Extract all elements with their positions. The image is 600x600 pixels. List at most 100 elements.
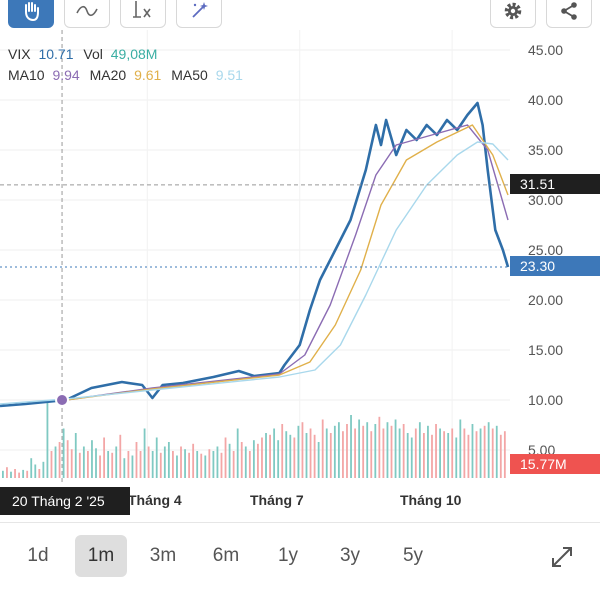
legend-row-price: VIX 10.71 Vol 49,08M: [8, 44, 249, 65]
volume-bar: [216, 446, 219, 478]
ma20-value: 9.61: [134, 67, 162, 83]
curve-tool-button[interactable]: [64, 0, 110, 28]
volume-bar: [439, 428, 441, 478]
volume-value: 49,08M: [110, 46, 158, 62]
series-line-ma50: [0, 141, 509, 405]
volume-bar: [435, 424, 437, 478]
curve-icon: [76, 5, 98, 17]
crosshair-price-badge: 31.51: [510, 174, 600, 194]
volume-bar: [410, 437, 413, 478]
symbol-label: VIX: [8, 46, 31, 62]
volume-bar: [374, 424, 377, 478]
series-line-ma10: [65, 124, 509, 401]
magic-tool-button[interactable]: [176, 0, 222, 28]
period-1y[interactable]: 1y: [277, 545, 299, 566]
volume-bar: [188, 452, 191, 478]
share-button[interactable]: [546, 0, 592, 28]
volume-bar: [131, 455, 134, 478]
period-1d[interactable]: 1d: [27, 545, 49, 566]
legend-row-ma: MA10 9.94 MA20 9.61 MA50 9.51: [8, 65, 249, 86]
settings-button[interactable]: [490, 0, 536, 28]
volume-bar: [503, 431, 506, 478]
volume-bar: [261, 437, 263, 478]
y-tick-label: 20.00: [528, 292, 563, 308]
volume-bar: [18, 472, 20, 478]
volume-bar: [236, 428, 239, 478]
volume-bar: [212, 451, 215, 478]
volume-bar: [325, 428, 328, 478]
volume-bar: [402, 424, 405, 478]
volume-bar: [309, 428, 312, 478]
period-3y[interactable]: 3y: [339, 545, 361, 566]
volume-bar: [451, 428, 454, 478]
period-1m[interactable]: 1m: [75, 535, 127, 577]
last-price-badge: 23.30: [510, 256, 600, 276]
y-tick-label: 30.00: [528, 192, 563, 208]
volume-bar: [87, 451, 89, 478]
function-icon: [133, 1, 151, 18]
volume-bar: [281, 424, 284, 478]
volume-bar: [273, 428, 276, 478]
series-line-ma20: [65, 124, 509, 401]
volume-bar: [455, 437, 458, 478]
ma20-label: MA20: [89, 67, 127, 83]
y-tick-label: 40.00: [528, 92, 563, 108]
volume-bar: [127, 451, 130, 478]
volume-bar: [495, 425, 498, 478]
volume-badge: 15.77M: [510, 454, 600, 474]
volume-bar: [354, 428, 356, 478]
volume-bar: [54, 446, 57, 478]
chart-legend: VIX 10.71 Vol 49,08M MA10 9.94 MA20 9.61…: [8, 44, 249, 86]
volume-bar: [111, 452, 114, 478]
y-tick-label: 25.00: [528, 242, 563, 258]
hand-icon: [25, 2, 39, 22]
volume-bar: [362, 425, 365, 478]
volume-bar: [358, 419, 361, 478]
volume-bar: [329, 433, 332, 478]
function-tool-button[interactable]: [120, 0, 166, 28]
volume-bar: [192, 443, 195, 478]
volume-bar: [427, 425, 429, 478]
volume-bar: [204, 455, 207, 478]
price-value: 10.71: [38, 46, 74, 62]
period-6m[interactable]: 6m: [212, 545, 240, 566]
volume-bar: [350, 415, 352, 478]
volume-bar: [6, 467, 8, 478]
volume-bar: [103, 437, 105, 478]
expand-icon: [552, 547, 572, 567]
magic-icon: [192, 2, 208, 18]
volume-bar: [475, 431, 478, 478]
volume-bar: [180, 446, 182, 478]
volume-bar: [66, 440, 69, 478]
volume-bar: [42, 461, 45, 478]
divider: [0, 522, 600, 523]
volume-bar: [285, 431, 288, 478]
volume-bar: [422, 433, 425, 478]
volume-bar: [58, 442, 61, 478]
price-chart[interactable]: 45.00 40.00 35.00 30.00 25.00 20.00 15.00 10.00…: [0, 30, 600, 485]
volume-bar: [499, 434, 502, 478]
volume-bar: [151, 451, 154, 478]
volume-bar: [172, 451, 174, 478]
volume-bar: [147, 446, 150, 478]
volume-bar: [337, 422, 340, 478]
volume-bar: [91, 440, 93, 478]
ma50-value: 9.51: [215, 67, 243, 83]
volume-bar: [159, 452, 162, 478]
period-3m[interactable]: 3m: [149, 545, 177, 566]
period-5y[interactable]: 5y: [402, 545, 424, 566]
volume-label: Vol: [83, 46, 103, 62]
volume-bar: [155, 437, 158, 478]
volume-bar: [200, 453, 203, 478]
hand-tool-button[interactable]: [8, 0, 54, 28]
volume-bar: [467, 434, 470, 478]
gear-icon: [504, 2, 522, 20]
volume-bar: [123, 458, 126, 478]
fullscreen-button[interactable]: [550, 545, 574, 574]
volume-bar: [139, 451, 142, 478]
volume-bar: [378, 416, 381, 478]
volume-bar: [301, 422, 304, 478]
volume-bar: [248, 451, 251, 478]
volume-bar: [459, 419, 462, 478]
volume-bar: [406, 433, 409, 478]
